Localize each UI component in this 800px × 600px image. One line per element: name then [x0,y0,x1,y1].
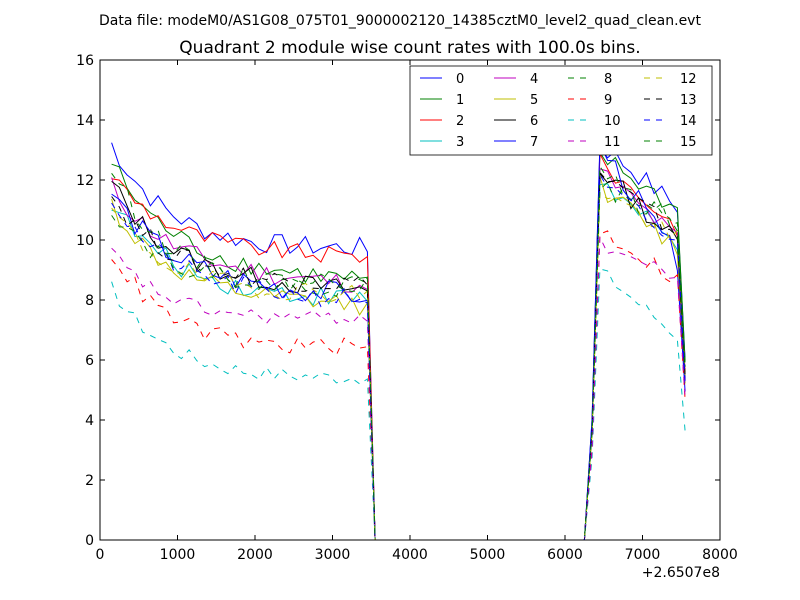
legend-label-6: 6 [530,114,538,129]
legend-label-1: 1 [456,93,464,108]
x-tick-label: 2000 [237,547,273,563]
series-line-13 [111,171,686,541]
y-tick-label: 10 [76,233,94,249]
x-tick-label: 0 [96,547,105,563]
y-tick-label: 2 [85,473,94,489]
chart-title: Quadrant 2 module wise count rates with … [179,38,640,58]
legend-label-13: 13 [680,93,697,108]
x-tick-label: 7000 [625,547,661,563]
figure-suptitle: Data file: modeM0/AS1G08_075T01_90000021… [99,13,701,29]
x-offset-label: +2.6507e8 [642,565,720,581]
legend-label-7: 7 [530,135,538,150]
x-tick-label: 8000 [702,547,738,563]
legend-label-11: 11 [604,135,621,150]
legend-label-14: 14 [680,114,697,129]
y-tick-label: 12 [76,173,94,189]
x-tick-label: 6000 [547,547,583,563]
legend-label-12: 12 [680,72,697,87]
series-line-14 [111,173,686,541]
series-line-10 [111,268,686,541]
y-tick-label: 4 [85,413,94,429]
y-tick-label: 14 [76,113,94,129]
legend-label-4: 4 [530,72,538,87]
legend-label-10: 10 [604,114,621,129]
legend-label-2: 2 [456,114,464,129]
x-tick-label: 4000 [392,547,428,563]
legend-box [409,65,713,156]
y-tick-label: 6 [85,353,94,369]
legend-label-3: 3 [456,135,464,150]
legend-label-8: 8 [604,72,612,87]
legend-label-15: 15 [680,135,697,150]
x-axis: 0 1000 2000 3000 4000 5000 6000 7000 8000 [96,60,738,563]
y-tick-label: 16 [76,53,94,69]
y-tick-label: 0 [85,533,94,549]
legend-label-9: 9 [604,93,612,108]
y-tick-label: 8 [85,293,94,309]
x-tick-label: 3000 [315,547,351,563]
legend-label-5: 5 [530,93,538,108]
x-tick-label: 5000 [470,547,506,563]
series-line-15 [111,181,686,541]
x-tick-label: 1000 [160,547,196,563]
series-line-11 [111,236,686,541]
legend-label-0: 0 [456,72,464,87]
